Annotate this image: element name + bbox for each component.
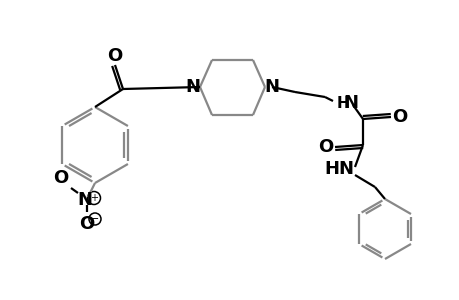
Text: N: N xyxy=(185,78,200,96)
Text: H: H xyxy=(336,95,349,110)
Text: O: O xyxy=(53,169,68,187)
Text: O: O xyxy=(107,47,123,65)
Text: O: O xyxy=(79,215,95,233)
Text: O: O xyxy=(318,138,333,156)
Text: N: N xyxy=(77,191,92,209)
Text: O: O xyxy=(392,108,407,126)
Text: +: + xyxy=(90,193,98,203)
Text: N: N xyxy=(264,78,279,96)
Text: −: − xyxy=(90,214,100,224)
Text: HN: HN xyxy=(323,160,353,178)
Text: N: N xyxy=(343,94,358,112)
